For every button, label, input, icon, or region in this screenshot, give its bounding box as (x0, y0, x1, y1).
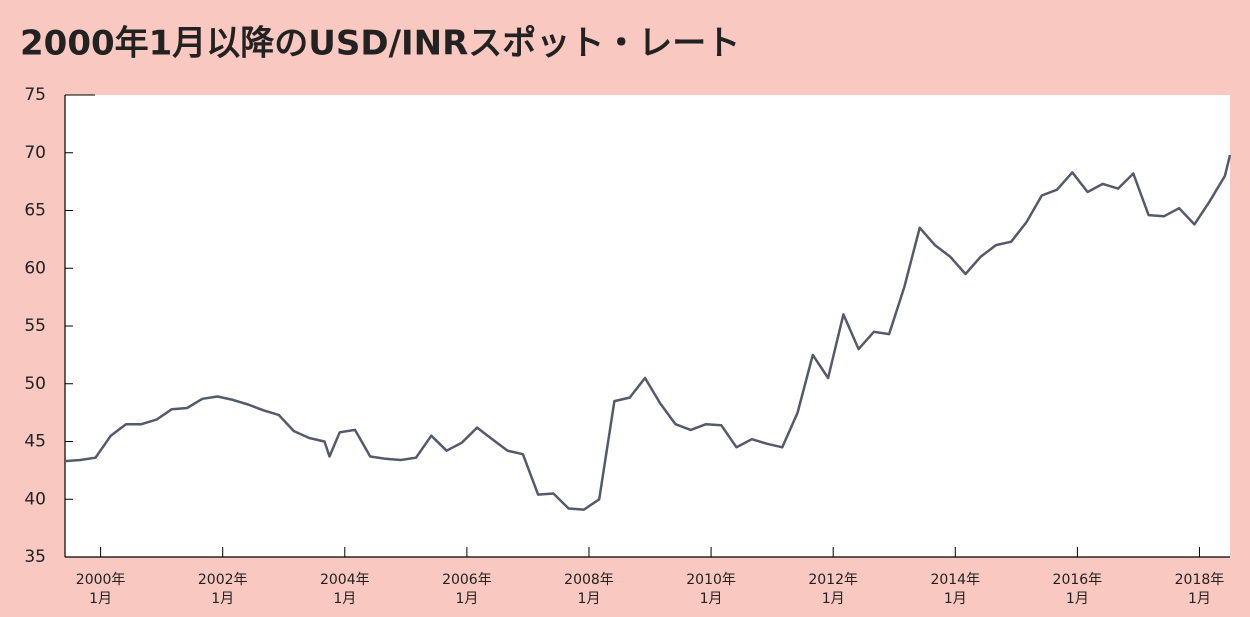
y-tick-label: 40 (24, 489, 46, 509)
data-line (64, 154, 1232, 511)
x-tick-label: 2014年 (930, 572, 980, 588)
chart-title: 2000年1月以降のUSD/INRスポット・レート (20, 24, 740, 64)
y-tick-label: 45 (24, 432, 46, 452)
x-tick-label: 1月 (1188, 591, 1211, 607)
x-tick-label: 1月 (89, 591, 112, 607)
plot-area (65, 95, 1230, 557)
x-tick-label: 1月 (578, 591, 601, 607)
y-tick-label: 70 (24, 143, 46, 163)
x-tick-label: 1月 (211, 591, 234, 607)
x-tick-label: 1月 (944, 591, 967, 607)
x-tick-label: 2000年 (76, 572, 126, 588)
x-tick-label: 2016年 (1053, 572, 1103, 588)
x-tick-label: 1月 (700, 591, 723, 607)
x-tick-label: 1月 (455, 591, 478, 607)
x-tick-label: 2010年 (686, 572, 736, 588)
x-tick-label: 2006年 (442, 572, 492, 588)
x-tick-label: 1月 (1066, 591, 1089, 607)
y-tick-label: 75 (24, 85, 46, 105)
x-tick-label: 2018年 (1175, 572, 1225, 588)
x-tick-label: 2002年 (198, 572, 248, 588)
y-tick-label: 35 (24, 547, 46, 567)
x-tick-label: 1月 (333, 591, 356, 607)
x-tick-label: 2012年 (808, 572, 858, 588)
y-tick-label: 65 (24, 201, 46, 221)
x-tick-label: 2008年 (564, 572, 614, 588)
y-tick-label: 50 (24, 374, 46, 394)
x-tick-label: 2004年 (320, 572, 370, 588)
y-tick-label: 60 (24, 258, 46, 278)
x-tick-label: 1月 (822, 591, 845, 607)
y-tick-label: 55 (24, 316, 46, 336)
